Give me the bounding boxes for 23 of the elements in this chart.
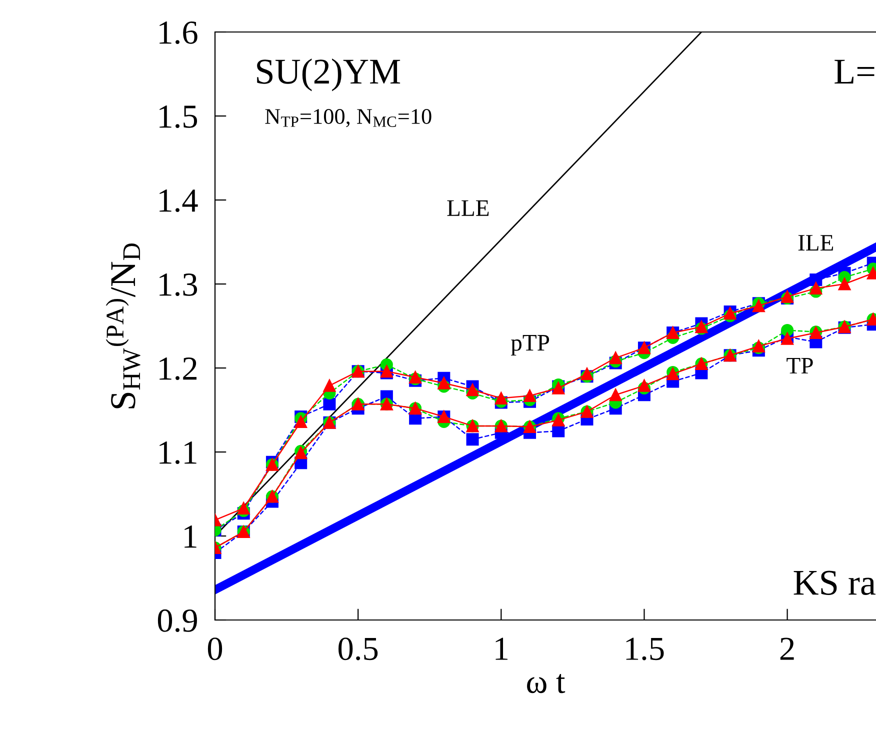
annotation: TP xyxy=(786,358,813,374)
annotation: ILE xyxy=(798,235,834,251)
y-tick-label: 1.6 xyxy=(160,21,198,44)
x-axis-title: ω t xyxy=(527,674,566,694)
y-tick-label: 1.2 xyxy=(160,357,196,380)
y-tick-label: 1.4 xyxy=(160,190,198,212)
y-tick-label: 1.5 xyxy=(160,106,198,128)
x-tick-label: 1 xyxy=(496,638,508,660)
y-tick-label: 1.3 xyxy=(160,273,198,296)
annotation: N$_{TP}$=100, N$_{MC}$=10 xyxy=(265,108,432,128)
annotation: pTP xyxy=(511,335,550,356)
x-tick-label: 2 xyxy=(780,638,794,660)
x-tick-label: 0 xyxy=(208,638,222,660)
y-tick-label: 1.1 xyxy=(160,442,196,464)
annotation: KS ra xyxy=(794,570,876,596)
y-tick-label: 0.9 xyxy=(158,609,197,632)
x-tick-label: 0.5 xyxy=(338,638,378,660)
annotation: SU(2)YM xyxy=(257,58,400,92)
annotation: L= xyxy=(834,60,874,84)
annotation: LLE xyxy=(447,200,489,216)
y-axis-title: S$_{HW}$$^{(PA)}$/N$_{D}$ xyxy=(106,243,140,408)
y-tick-label: 1 xyxy=(184,526,196,548)
x-tick-label: 1.5 xyxy=(626,638,664,660)
